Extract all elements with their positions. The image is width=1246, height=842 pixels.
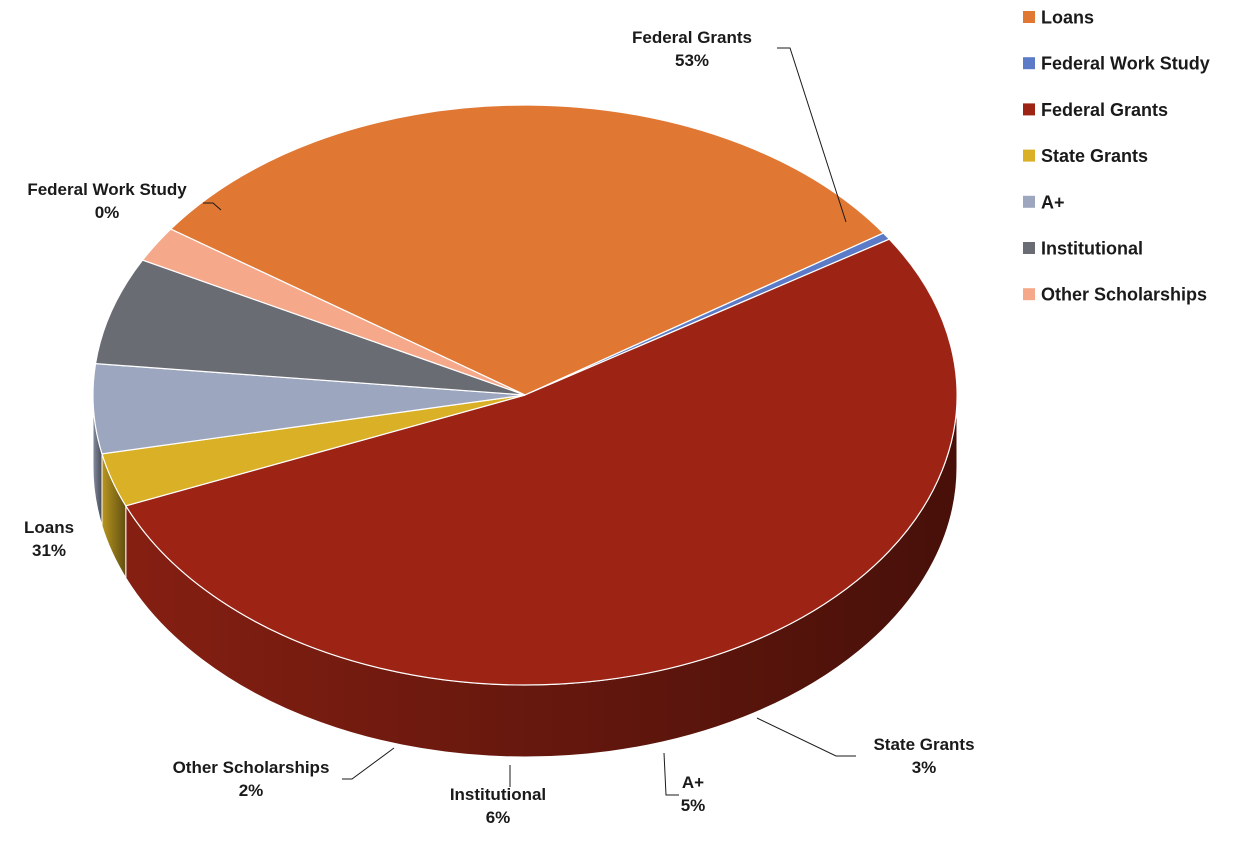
data-label-value: 2% — [239, 781, 264, 800]
legend-label: Federal Work Study — [1041, 54, 1210, 74]
legend-label: Federal Grants — [1041, 100, 1168, 120]
legend-item-federal-grants: Federal Grants — [1023, 100, 1168, 120]
data-label-name: Institutional — [450, 785, 546, 804]
data-label-institutional: Institutional 6% — [450, 785, 546, 827]
data-label-value: 31% — [32, 541, 66, 560]
leader-line-state-grants — [756, 717, 856, 757]
legend-swatch — [1023, 195, 1035, 208]
legend-label: A+ — [1041, 192, 1065, 212]
legend-item-a: A+ — [1023, 192, 1065, 212]
leader-line-other-scholarships — [342, 747, 395, 780]
leader-lines — [203, 47, 856, 796]
legend-item-loans: Loans — [1023, 8, 1094, 28]
data-label-value: 3% — [912, 758, 937, 777]
leader-line-federal-work-study — [203, 202, 222, 211]
pie-slice-other-scholarships — [141, 228, 526, 396]
data-label-a: A+ 5% — [681, 773, 706, 815]
data-label-value: 53% — [675, 51, 709, 70]
legend-swatch — [1023, 57, 1035, 70]
data-label-value: 6% — [486, 808, 511, 827]
data-label-name: A+ — [682, 773, 704, 792]
legend-label: State Grants — [1041, 146, 1148, 166]
legend-label: Other Scholarships — [1041, 285, 1207, 305]
legend-label: Institutional — [1041, 239, 1143, 259]
data-label-name: Loans — [24, 518, 74, 537]
data-label-name: Federal Work Study — [27, 180, 187, 199]
data-label-value: 5% — [681, 796, 706, 815]
data-label-name: Federal Grants — [632, 28, 752, 47]
legend-swatch — [1023, 103, 1035, 116]
pie-slices — [92, 104, 958, 686]
legend-swatch — [1023, 288, 1035, 301]
legend-item-state-grants: State Grants — [1023, 146, 1148, 166]
data-labels: Loans 31% Federal Work Study 0% Federal Gran… — [24, 28, 975, 827]
legend-swatch — [1023, 149, 1035, 162]
legend: Loans Federal Work Study Federal Grants Sta… — [1023, 8, 1210, 305]
pie-slice-loans — [169, 104, 885, 396]
legend-item-other-scholarships: Other Scholarships — [1023, 285, 1207, 305]
legend-label: Loans — [1041, 8, 1094, 28]
leader-line-federal-grants — [777, 47, 847, 223]
legend-swatch — [1023, 242, 1035, 254]
data-label-federal-work-study: Federal Work Study 0% — [27, 180, 187, 222]
legend-item-federal-work-study: Federal Work Study — [1023, 54, 1210, 74]
data-label-state-grants: State Grants 3% — [873, 735, 974, 777]
data-label-value: 0% — [95, 203, 120, 222]
pie-slice-federal-grants — [124, 238, 958, 686]
leader-line-a — [663, 752, 679, 796]
data-label-federal-grants: Federal Grants 53% — [632, 28, 752, 70]
data-label-name: State Grants — [873, 735, 974, 754]
legend-item-institutional: Institutional — [1023, 239, 1143, 259]
pie-slice-institutional — [94, 259, 526, 396]
legend-swatch — [1023, 11, 1035, 23]
data-label-name: Other Scholarships — [173, 758, 330, 777]
data-label-loans: Loans 31% — [24, 518, 74, 560]
data-label-other-scholarships: Other Scholarships 2% — [173, 758, 330, 800]
